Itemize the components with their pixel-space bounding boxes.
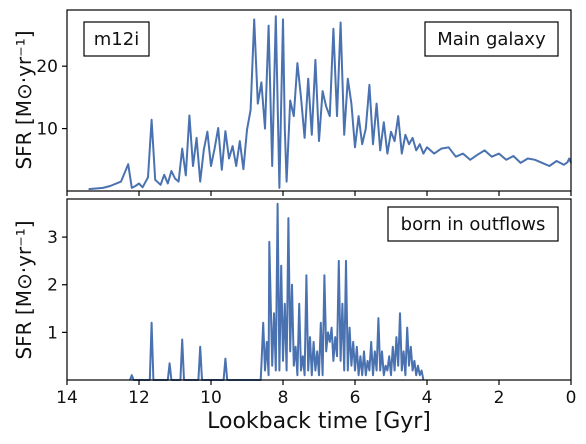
xtick-label-6: 6 bbox=[350, 388, 361, 408]
top-y-axis-label: SFR [M⊙·yr⁻¹] bbox=[12, 30, 36, 169]
bottom-y-axis-label: SFR [M⊙·yr⁻¹] bbox=[12, 220, 36, 359]
xtick-label-0: 0 bbox=[566, 388, 577, 408]
top-ytick-label-10: 10 bbox=[36, 120, 58, 140]
top-series-line-0 bbox=[88, 15, 572, 191]
top-ytick-label-20: 20 bbox=[36, 57, 58, 77]
top-annotation-left: m12i bbox=[83, 21, 150, 57]
bottom-annotation-right: born in outflows bbox=[387, 206, 559, 242]
bottom-series-group bbox=[129, 202, 425, 381]
bottom-axes-frame bbox=[66, 198, 572, 381]
top-axes-frame bbox=[66, 9, 572, 192]
annotation-main-galaxy: Main galaxy bbox=[437, 29, 546, 50]
xtick-label-4: 4 bbox=[422, 388, 433, 408]
bottom-ytick-label-3: 3 bbox=[47, 228, 58, 248]
xtick-label-14: 14 bbox=[56, 388, 78, 408]
annotation-m12i: m12i bbox=[94, 29, 139, 50]
top-annotation-right-box bbox=[424, 21, 559, 57]
xtick-label-2: 2 bbox=[494, 388, 505, 408]
bottom-ytick-label-1: 1 bbox=[47, 323, 58, 343]
panel-main-galaxy: 10 20 m12i Main galaxy SFR [M⊙·yr⁻¹] bbox=[12, 9, 572, 196]
xtick-label-8: 8 bbox=[278, 388, 289, 408]
annotation-born-in-outflows: born in outflows bbox=[401, 214, 546, 235]
bottom-ytick-label-2: 2 bbox=[47, 276, 58, 296]
bottom-annotation-right-box bbox=[387, 206, 559, 242]
xtick-label-12: 12 bbox=[128, 388, 150, 408]
top-annotation-right: Main galaxy bbox=[424, 21, 559, 57]
top-ticks-group: 10 20 bbox=[36, 57, 572, 196]
x-axis-label: Lookback time [Gyr] bbox=[207, 409, 431, 434]
xtick-label-10: 10 bbox=[200, 388, 222, 408]
top-series-group bbox=[88, 15, 572, 191]
top-annotation-left-box bbox=[83, 21, 150, 57]
bottom-series-line-0 bbox=[129, 202, 425, 381]
